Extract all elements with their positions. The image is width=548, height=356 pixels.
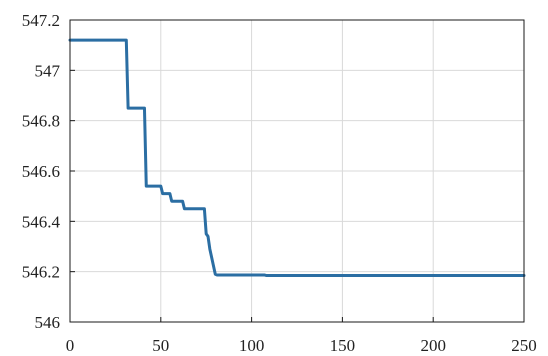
x-tick-label: 0 [66, 336, 75, 355]
x-tick-label: 150 [330, 336, 356, 355]
y-tick-label: 546.8 [22, 112, 60, 131]
y-tick-label: 547 [35, 61, 61, 80]
series-line [68, 38, 526, 277]
x-tick-label: 50 [152, 336, 169, 355]
y-tick-label: 546.6 [22, 162, 60, 181]
y-tick-label: 546 [35, 313, 61, 332]
x-tick-label: 200 [420, 336, 446, 355]
y-tick-label: 546.4 [22, 212, 61, 231]
y-tick-label: 546.2 [22, 263, 60, 282]
x-tick-label: 100 [239, 336, 265, 355]
series-layer [68, 38, 526, 277]
axis-ticks: 0 50 100 150 200 250 546 546.2 546.4 546.6 546.8 54… [22, 11, 537, 355]
x-tick-label: 250 [511, 336, 537, 355]
y-tick-label: 547.2 [22, 11, 60, 30]
